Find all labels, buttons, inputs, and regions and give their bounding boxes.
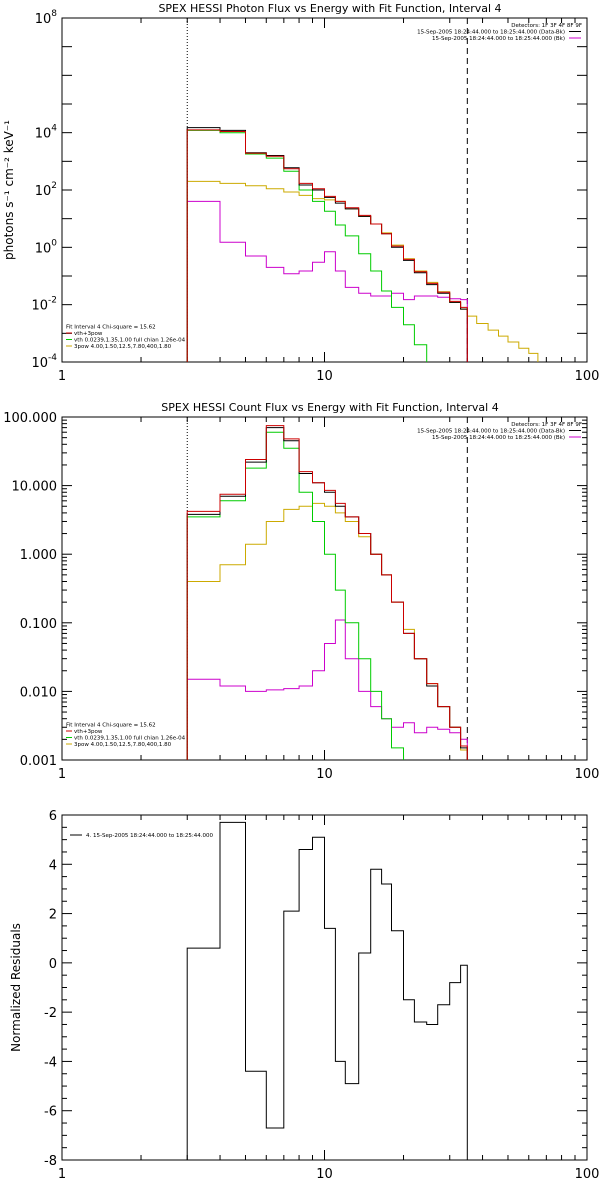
photon-flux-panel: SPEX HESSI Photon Flux vs Energy with Fi… [2, 2, 599, 384]
series-vth [186, 431, 415, 760]
series-data [186, 127, 468, 362]
y-tick-label: 10-4 [31, 353, 57, 371]
count-flux-title: SPEX HESSI Count Flux vs Energy with Fit… [161, 401, 498, 414]
x-tick-label: 10 [316, 1167, 333, 1182]
legend-entry: Detectors: 1F 3F 4F 8F 9F [511, 422, 582, 428]
legend-entry: Detectors: 1F 3F 4F 8F 9F [511, 23, 582, 29]
x-tick-label: 1 [58, 767, 66, 782]
legend-entry: 3pow 4.00,1.50,12.5,7.80,400,1.80 [74, 344, 172, 350]
y-tick-label: 1.000 [20, 548, 57, 563]
legend-entry: Fit Interval 4 Chi-square = 15.62 [66, 723, 156, 729]
series-3pow [186, 180, 539, 362]
y-tick-label: 10.000 [12, 480, 58, 495]
y-tick-label: 0.100 [20, 617, 57, 632]
residuals-panel: 1 10 100 -8 -6 -4 -2 0 2 4 6 Normalized Residuals 4.… [9, 809, 599, 1182]
y-tick-label: 4 [49, 858, 57, 873]
series-3pow [186, 502, 468, 760]
legend-entry: 4. 15-Sep-2005 18:24:44.000 to 18:25:44.… [86, 833, 213, 839]
x-tick-label: 100 [575, 767, 600, 782]
series-vth+3pow [186, 129, 468, 362]
y-tick-label: 0.001 [20, 754, 57, 769]
count-flux-panel: SPEX HESSI Count Flux vs Energy with Fit… [3, 401, 599, 782]
photon-flux-title: SPEX HESSI Photon Flux vs Energy with Fi… [158, 2, 501, 15]
y-tick-label: 0.010 [20, 685, 57, 700]
y-tick-label: -4 [44, 1055, 57, 1070]
y-tick-label: 100.000 [3, 411, 57, 426]
series-bk [186, 200, 468, 362]
series-vth+3pow [186, 425, 468, 760]
y-tick-label: 102 [35, 181, 57, 199]
y-tick-label: -6 [44, 1105, 57, 1120]
y-tick-label: 0 [49, 957, 57, 972]
legend-entry: vth+3pow [74, 331, 103, 337]
series-data [186, 427, 468, 760]
y-tick-label: 100 [35, 238, 58, 256]
x-tick-label: 100 [575, 1167, 600, 1182]
y-axis-label: Normalized Residuals [9, 923, 23, 1052]
series-residuals [186, 821, 468, 1160]
legend-entry: Fit Interval 4 Chi-square = 15.62 [66, 325, 156, 331]
legend-entry: 15-Sep-2005 18:24:44.000 to 18:25:44.000… [432, 435, 565, 441]
plot-frame [61, 416, 588, 761]
legend-entry: 15-Sep-2005 18:24:44.000 to 18:25:44.000… [417, 30, 565, 36]
x-tick-label: 1 [58, 369, 66, 384]
y-tick-label: -2 [44, 1006, 57, 1021]
legend-entry: vth+3pow [74, 729, 103, 735]
y-tick-label: -8 [44, 1154, 57, 1169]
y-tick-label: 104 [35, 124, 58, 142]
x-tick-label: 10 [316, 767, 333, 782]
x-tick-label: 1 [58, 1167, 66, 1182]
x-tick-label: 10 [316, 369, 333, 384]
y-tick-label: 2 [49, 908, 57, 923]
y-axis-label: photons s⁻¹ cm⁻² keV⁻¹ [2, 120, 16, 260]
legend-entry: vth 0.0239,1.35,1.00 full chian 1.26e-04 [74, 338, 186, 344]
legend-entry: 15-Sep-2005 18:24:44.000 to 18:25:44.000… [432, 36, 565, 42]
y-tick-label: 6 [49, 809, 57, 824]
y-tick-label: 10-2 [31, 296, 57, 314]
legend-entry: 3pow 4.00,1.50,12.5,7.80,400,1.80 [74, 742, 172, 748]
y-tick-label: 108 [35, 9, 58, 27]
legend-entry: vth 0.0239,1.35,1.00 full chian 1.26e-04 [74, 736, 186, 742]
series-bk [186, 619, 468, 760]
x-tick-label: 100 [575, 369, 600, 384]
legend-entry: 15-Sep-2005 18:24:44.000 to 18:25:44.000… [417, 429, 565, 435]
series-vth [186, 129, 428, 362]
